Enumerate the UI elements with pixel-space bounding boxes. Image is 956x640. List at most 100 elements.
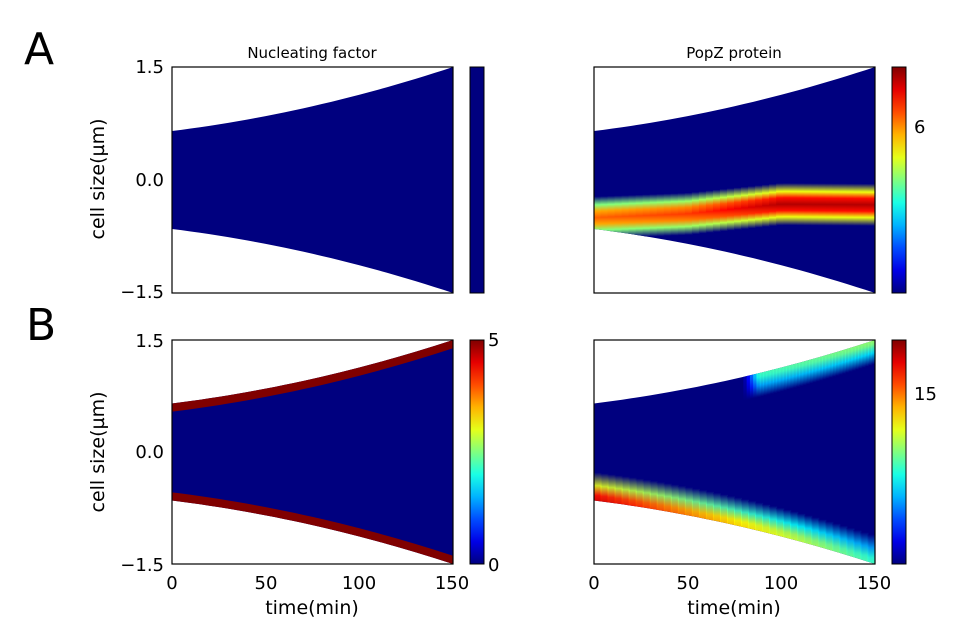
intensity-strip bbox=[684, 192, 693, 235]
chart-title: Nucleating factor bbox=[247, 44, 377, 62]
intensity-strip bbox=[825, 350, 830, 379]
x-tick-label: 0 bbox=[588, 573, 599, 594]
intensity-strip bbox=[600, 473, 609, 507]
intensity-strip bbox=[782, 362, 787, 391]
intensity-strip bbox=[804, 183, 813, 226]
intensity-strip bbox=[783, 509, 792, 543]
intensity-strip bbox=[753, 369, 758, 398]
intensity-strip bbox=[818, 352, 824, 381]
intensity-strip bbox=[726, 495, 735, 529]
intensity-strip bbox=[795, 358, 801, 387]
intensity-strip bbox=[839, 525, 848, 559]
intensity-strip bbox=[635, 194, 644, 237]
intensity-strip bbox=[858, 340, 863, 369]
intensity-strip bbox=[853, 183, 862, 226]
intensity-strip bbox=[860, 183, 869, 226]
intensity-strip bbox=[867, 183, 875, 226]
intensity-strip bbox=[663, 193, 672, 236]
intensity-strip bbox=[825, 521, 834, 555]
cell-intensity bbox=[594, 183, 875, 239]
chart-a-nucleating-factor: Nucleating factor 1.5 0.0 −1.5 cell size… bbox=[87, 44, 485, 303]
intensity-strip bbox=[762, 504, 771, 538]
intensity-strip bbox=[743, 371, 748, 401]
intensity-strip bbox=[756, 368, 761, 398]
intensity-strip bbox=[769, 506, 778, 539]
intensity-strip bbox=[621, 195, 630, 238]
intensity-strip bbox=[691, 488, 700, 522]
intensity-strip bbox=[670, 193, 679, 236]
chart-b-nucleating-factor: 1.5 0.0 −1.5 cell size(µm) 0 50 100 150 … bbox=[87, 330, 499, 619]
intensity-strip bbox=[802, 356, 807, 386]
intensity-strip bbox=[825, 183, 834, 226]
intensity-strip bbox=[871, 340, 875, 365]
intensity-strip bbox=[792, 359, 797, 388]
intensity-strip bbox=[867, 534, 875, 564]
intensity-strip bbox=[838, 346, 843, 375]
intensity-strip bbox=[804, 515, 813, 549]
y-axis-label: cell size(µm) bbox=[87, 119, 109, 240]
intensity-strip bbox=[698, 191, 707, 234]
colorbar-tick-label: 0 bbox=[488, 555, 499, 576]
intensity-strip bbox=[628, 477, 637, 511]
intensity-strip bbox=[832, 183, 841, 226]
intensity-strip bbox=[748, 500, 757, 534]
intensity-strip bbox=[635, 478, 644, 512]
y-axis-label: cell size(µm) bbox=[87, 392, 109, 513]
cell-region bbox=[594, 67, 875, 293]
colorbar-tick-label: 5 bbox=[488, 330, 499, 351]
intensity-strip bbox=[790, 183, 799, 226]
intensity-strip bbox=[818, 519, 827, 553]
intensity-strip bbox=[846, 183, 855, 226]
intensity-strip bbox=[769, 183, 778, 227]
intensity-strip bbox=[848, 343, 853, 372]
intensity-strip bbox=[649, 194, 658, 237]
intensity-strip bbox=[769, 365, 774, 394]
y-tick-label: 1.5 bbox=[135, 331, 164, 352]
intensity-strip bbox=[684, 487, 693, 521]
intensity-strip bbox=[759, 367, 765, 397]
intensity-strip bbox=[831, 348, 837, 377]
chart-b-popz-protein: 0 50 100 150 time(min) 15 bbox=[588, 339, 937, 619]
x-tick-label: 50 bbox=[677, 573, 700, 594]
intensity-strip bbox=[772, 364, 778, 394]
plot-frame bbox=[593, 339, 876, 565]
intensity-strip bbox=[822, 351, 827, 380]
intensity-strip bbox=[860, 532, 869, 564]
x-tick-label: 150 bbox=[857, 573, 891, 594]
intensity-strip bbox=[779, 362, 784, 392]
intensity-strip bbox=[670, 484, 679, 518]
intensity-strip bbox=[614, 195, 623, 238]
intensity-strip bbox=[776, 507, 785, 541]
intensity-strip bbox=[726, 188, 735, 231]
plot-frame bbox=[171, 66, 454, 294]
intensity-strip bbox=[734, 497, 743, 531]
intensity-strip bbox=[748, 186, 757, 229]
intensity-strip bbox=[776, 363, 781, 393]
intensity-strip bbox=[677, 193, 686, 236]
colorbar bbox=[891, 339, 907, 565]
intensity-strip bbox=[712, 492, 721, 526]
intensity-strip bbox=[776, 183, 785, 226]
intensity-strip bbox=[811, 183, 820, 226]
intensity-strip bbox=[741, 499, 750, 533]
plot-frame bbox=[593, 66, 876, 294]
intensity-strip bbox=[642, 479, 651, 513]
intensity-strip bbox=[600, 196, 609, 239]
intensity-strip bbox=[785, 361, 791, 390]
intensity-strip bbox=[749, 370, 755, 399]
intensity-strip bbox=[642, 194, 651, 237]
panel-label-b: B bbox=[26, 300, 56, 351]
cell-region bbox=[172, 340, 453, 564]
panel-label-a: A bbox=[24, 24, 54, 75]
intensity-strip bbox=[766, 366, 771, 395]
intensity-strip bbox=[812, 354, 817, 383]
intensity-strip bbox=[861, 340, 866, 368]
colorbar-tick-label: 15 bbox=[914, 384, 937, 405]
y-tick-label: −1.5 bbox=[120, 555, 164, 576]
intensity-strip bbox=[719, 189, 728, 232]
intensity-strip bbox=[656, 482, 665, 515]
intensity-strip bbox=[763, 367, 768, 396]
intensity-strip bbox=[621, 476, 630, 510]
chart-title: PopZ protein bbox=[686, 44, 782, 62]
intensity-strip bbox=[805, 355, 810, 385]
